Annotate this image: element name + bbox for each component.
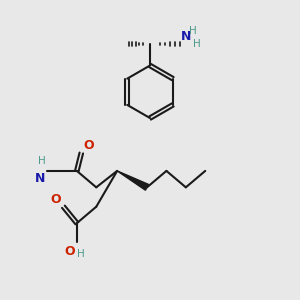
Text: H: H xyxy=(38,155,46,166)
Polygon shape xyxy=(117,171,148,190)
Text: N: N xyxy=(181,30,191,44)
Text: N: N xyxy=(35,172,46,184)
Text: O: O xyxy=(84,140,94,152)
Text: H: H xyxy=(193,39,201,49)
Text: O: O xyxy=(50,193,61,206)
Text: H: H xyxy=(77,248,85,259)
Text: O: O xyxy=(65,245,75,258)
Text: H: H xyxy=(189,26,196,36)
